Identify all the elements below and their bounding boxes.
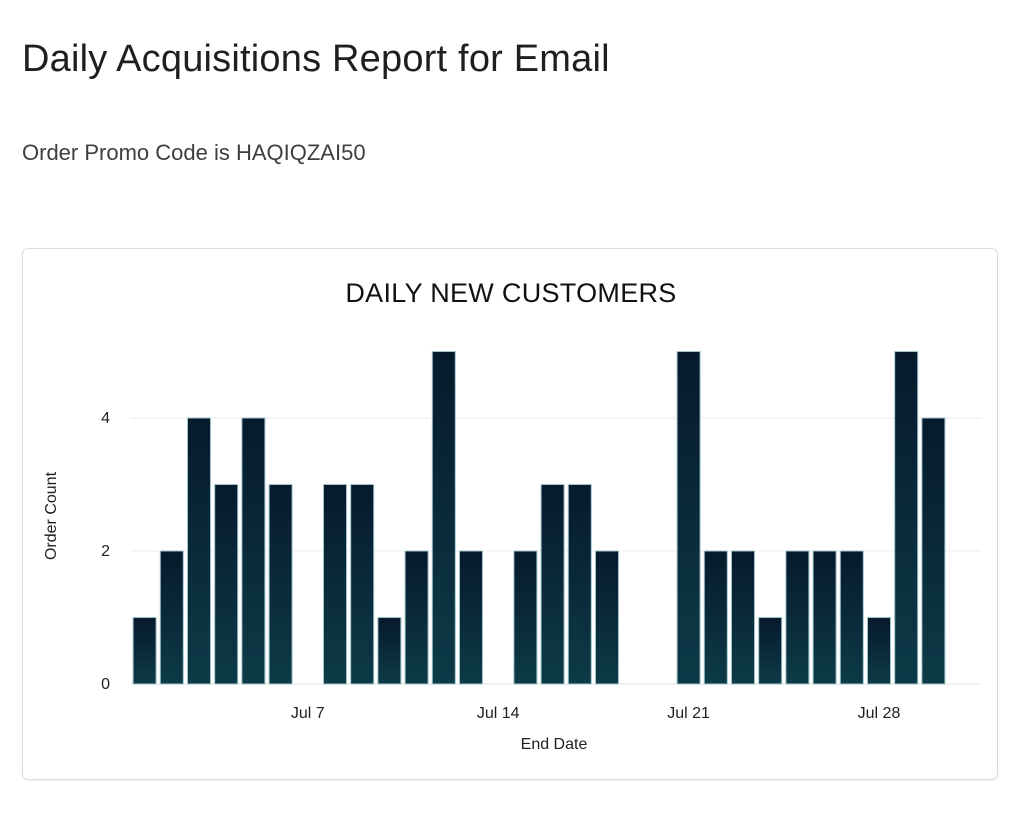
bar-jul-21 (676, 351, 701, 685)
y-tick-label: 4 (101, 410, 110, 427)
bar-jul-15 (513, 550, 538, 685)
page-title: Daily Acquisitions Report for Email (22, 38, 610, 80)
bar-jul-22 (703, 550, 728, 685)
bar-jul-27 (839, 550, 864, 685)
bar-jul-3 (187, 417, 211, 685)
chart-card: DAILY NEW CUSTOMERS 0 2 4 Jul 7 Jul 14 Jul 2… (22, 248, 998, 780)
y-axis-label: Order Count (43, 471, 60, 560)
bar-jul-9 (350, 484, 375, 685)
x-tick-label: Jul 28 (858, 705, 901, 722)
bar-jul-8 (323, 484, 347, 685)
daily-new-customers-chart: DAILY NEW CUSTOMERS 0 2 4 Jul 7 Jul 14 Jul 2… (43, 278, 981, 753)
x-axis-ticks: Jul 7 Jul 14 Jul 21 Jul 28 (291, 705, 901, 722)
bar-jul-30 (921, 417, 946, 685)
y-tick-label: 2 (101, 543, 110, 560)
bar-jul-13 (459, 550, 483, 685)
bar-jul-4 (214, 484, 239, 685)
chart-title: DAILY NEW CUSTOMERS (345, 278, 676, 308)
x-tick-label: Jul 14 (477, 705, 520, 722)
bar-jul-12 (431, 351, 456, 685)
promo-code-text: Order Promo Code is HAQIQZAI50 (22, 140, 366, 165)
bars (132, 351, 946, 685)
bar-jul-16 (540, 484, 565, 685)
y-tick-label: 0 (101, 676, 110, 693)
bar-jul-11 (404, 550, 429, 685)
bar-jul-23 (731, 550, 755, 685)
bar-jul-24 (758, 617, 783, 685)
bar-jul-1 (132, 617, 157, 685)
bar-jul-26 (812, 550, 837, 685)
bar-jul-25 (785, 550, 810, 685)
bar-jul-28 (867, 617, 891, 685)
bar-jul-10 (377, 617, 402, 685)
bar-jul-5 (241, 417, 266, 685)
y-axis-ticks: 0 2 4 (101, 410, 110, 693)
x-tick-label: Jul 7 (291, 705, 325, 722)
bar-jul-29 (894, 351, 919, 685)
bar-jul-18 (595, 550, 619, 685)
x-axis-label: End Date (521, 736, 588, 753)
bar-jul-2 (159, 550, 184, 685)
x-tick-label: Jul 21 (667, 705, 710, 722)
bar-jul-6 (268, 484, 293, 685)
bar-jul-17 (567, 484, 592, 685)
